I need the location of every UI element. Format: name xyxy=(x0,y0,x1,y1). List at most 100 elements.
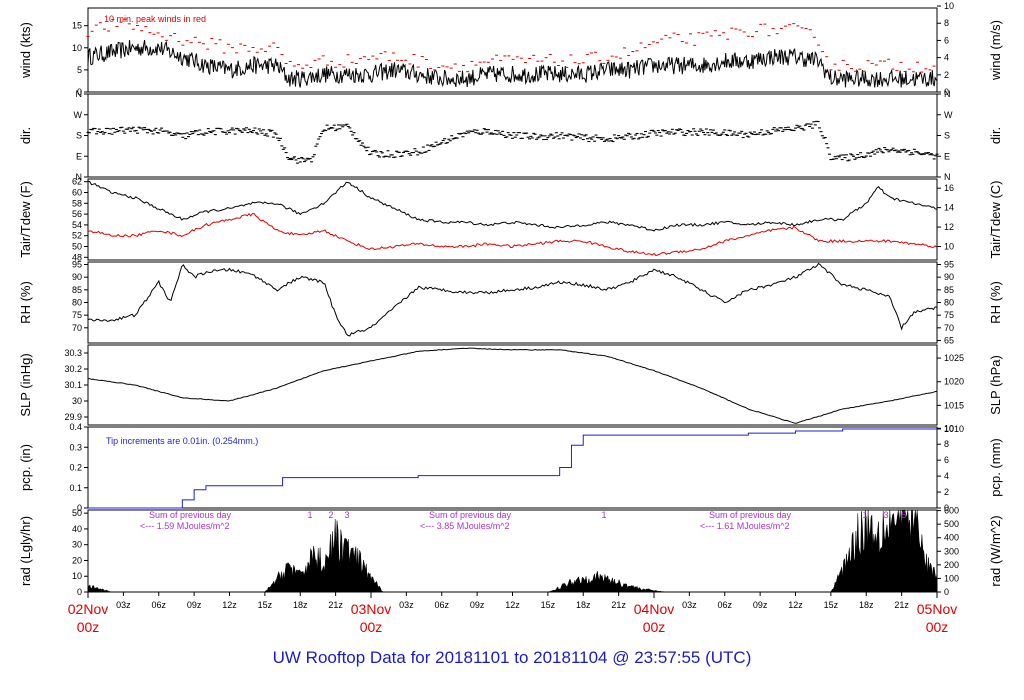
rad-top-mark: 3 xyxy=(883,510,888,520)
left-tick-label-dir: N xyxy=(76,172,83,182)
right-tick-label-rad: 0 xyxy=(944,587,949,597)
right-tick-label-rh: 95 xyxy=(944,260,954,270)
left-tick-label-rh: 75 xyxy=(72,310,82,320)
right-tick-label-wind: 2 xyxy=(944,70,949,80)
panel-frame-temp xyxy=(87,178,938,261)
x-tick-label: 18z xyxy=(293,600,308,610)
x-tick-label: 09z xyxy=(187,600,202,610)
rad-top-mark: 5 xyxy=(901,510,906,520)
series-line-rh-0 xyxy=(87,262,938,337)
right-tick-label-pcp: 0 xyxy=(944,503,949,513)
right-tick-label-pcp: 10 xyxy=(944,423,954,433)
x-tick-label: 12z xyxy=(222,600,237,610)
x-tick-label: 18z xyxy=(576,600,591,610)
right-tick-label-rad: 200 xyxy=(944,560,959,570)
x-tick-label: 21z xyxy=(894,600,909,610)
right-tick-label-pcp: 4 xyxy=(944,471,949,481)
left-tick-label-rh: 90 xyxy=(72,272,82,282)
rad-top-mark: 1 xyxy=(307,510,312,520)
right-tick-label-rad: 100 xyxy=(944,573,959,583)
rad-top-mark: 3 xyxy=(344,510,349,520)
right-tick-label-wind: 6 xyxy=(944,35,949,45)
x-tick-label: 18z xyxy=(859,600,874,610)
right-tick-label-slp: 1020 xyxy=(944,377,964,387)
left-tick-label-rad: 0 xyxy=(77,587,82,597)
right-tick-label-rh: 80 xyxy=(944,298,954,308)
x-tick-label: 09z xyxy=(753,600,768,610)
x-tick-label: 03z xyxy=(399,600,414,610)
right-tick-label-wind: 8 xyxy=(944,18,949,28)
rad-top-mark: 1 xyxy=(601,510,606,520)
right-tick-label-rad: 600 xyxy=(944,506,959,516)
rad-sum-value: <--- 1.59 MJoules/m^2 xyxy=(140,521,230,531)
right-tick-label-rad: 500 xyxy=(944,519,959,529)
right-tick-label-slp: 1025 xyxy=(944,353,964,363)
x-tick-label: 09z xyxy=(470,600,485,610)
panel-frame-rh xyxy=(87,261,938,344)
right-tick-label-pcp: 2 xyxy=(944,487,949,497)
right-tick-label-pcp: 8 xyxy=(944,439,949,449)
left-tick-label-temp: 60 xyxy=(72,188,82,198)
left-tick-label-wind: 15 xyxy=(72,21,82,31)
left-tick-label-temp: 54 xyxy=(72,220,82,230)
right-tick-label-rad: 400 xyxy=(944,533,959,543)
left-tick-label-pcp: 0.4 xyxy=(69,422,82,432)
left-tick-label-rad: 50 xyxy=(72,508,82,518)
right-tick-label-rh: 75 xyxy=(944,310,954,320)
left-tick-label-pcp: 0 xyxy=(77,503,82,513)
left-tick-label-rad: 30 xyxy=(72,540,82,550)
right-tick-label-dir: E xyxy=(944,151,950,161)
left-tick-label-dir: E xyxy=(76,151,82,161)
ylabel-left-dir: dir. xyxy=(18,127,33,144)
right-tick-label-dir: W xyxy=(944,110,953,120)
left-tick-label-rad: 20 xyxy=(72,555,82,565)
x-day-label: 05Nov xyxy=(917,601,957,617)
ylabel-left-rh: RH (%) xyxy=(18,281,33,324)
left-tick-label-rh: 95 xyxy=(72,260,82,270)
left-tick-label-rh: 80 xyxy=(72,298,82,308)
left-tick-label-wind: 0 xyxy=(77,87,82,97)
x-day-hour-label: 00z xyxy=(360,619,383,635)
left-tick-label-temp: 56 xyxy=(72,209,82,219)
ylabel-left-rad: rad (Lgly/hr) xyxy=(18,516,33,586)
left-tick-label-slp: 30 xyxy=(72,396,82,406)
x-tick-label: 12z xyxy=(505,600,520,610)
left-tick-label-dir: N xyxy=(76,89,83,99)
ylabel-right-wind: wind (m/s) xyxy=(988,20,1003,81)
series-line-wind-0 xyxy=(87,39,938,88)
x-tick-label: 06z xyxy=(151,600,166,610)
x-tick-label: 21z xyxy=(328,600,343,610)
right-tick-label-temp: 14 xyxy=(944,203,954,213)
x-tick-label: 06z xyxy=(434,600,449,610)
left-tick-label-pcp: 0.2 xyxy=(69,463,82,473)
left-tick-label-dir: W xyxy=(74,110,83,120)
left-tick-label-slp: 30.1 xyxy=(64,380,82,390)
left-tick-label-dir: S xyxy=(76,131,82,141)
left-tick-label-rad: 40 xyxy=(72,524,82,534)
left-tick-label-wind: 5 xyxy=(77,65,82,75)
precip-line xyxy=(88,428,937,509)
right-tick-label-temp: 12 xyxy=(944,222,954,232)
ylabel-right-slp: SLP (hPa) xyxy=(988,355,1003,415)
x-day-hour-label: 00z xyxy=(643,619,666,635)
right-tick-label-wind: 4 xyxy=(944,53,949,63)
ylabel-left-temp: Tair/Tdew (F) xyxy=(18,181,33,258)
series-line-temp-0 xyxy=(87,180,938,232)
series-line-temp-1 xyxy=(87,212,938,257)
right-tick-label-pcp: 6 xyxy=(944,455,949,465)
left-tick-label-pcp: 0.1 xyxy=(69,483,82,493)
left-tick-label-slp: 30.3 xyxy=(64,348,82,358)
x-tick-label: 15z xyxy=(824,600,839,610)
rad-sum-value: <--- 3.85 MJoules/m^2 xyxy=(420,521,510,531)
left-tick-label-rh: 70 xyxy=(72,323,82,333)
right-tick-label-rh: 90 xyxy=(944,272,954,282)
ylabel-right-rh: RH (%) xyxy=(988,281,1003,324)
x-tick-label: 15z xyxy=(258,600,273,610)
left-tick-label-slp: 29.9 xyxy=(64,412,82,422)
ylabel-left-pcp: pcp. (in) xyxy=(18,444,33,491)
panel-frame-slp xyxy=(87,344,938,426)
ylabel-left-slp: SLP (inHg) xyxy=(18,353,33,416)
right-tick-label-slp: 1010 xyxy=(944,424,964,434)
series-line-slp-0 xyxy=(87,347,938,424)
left-tick-label-temp: 52 xyxy=(72,231,82,241)
